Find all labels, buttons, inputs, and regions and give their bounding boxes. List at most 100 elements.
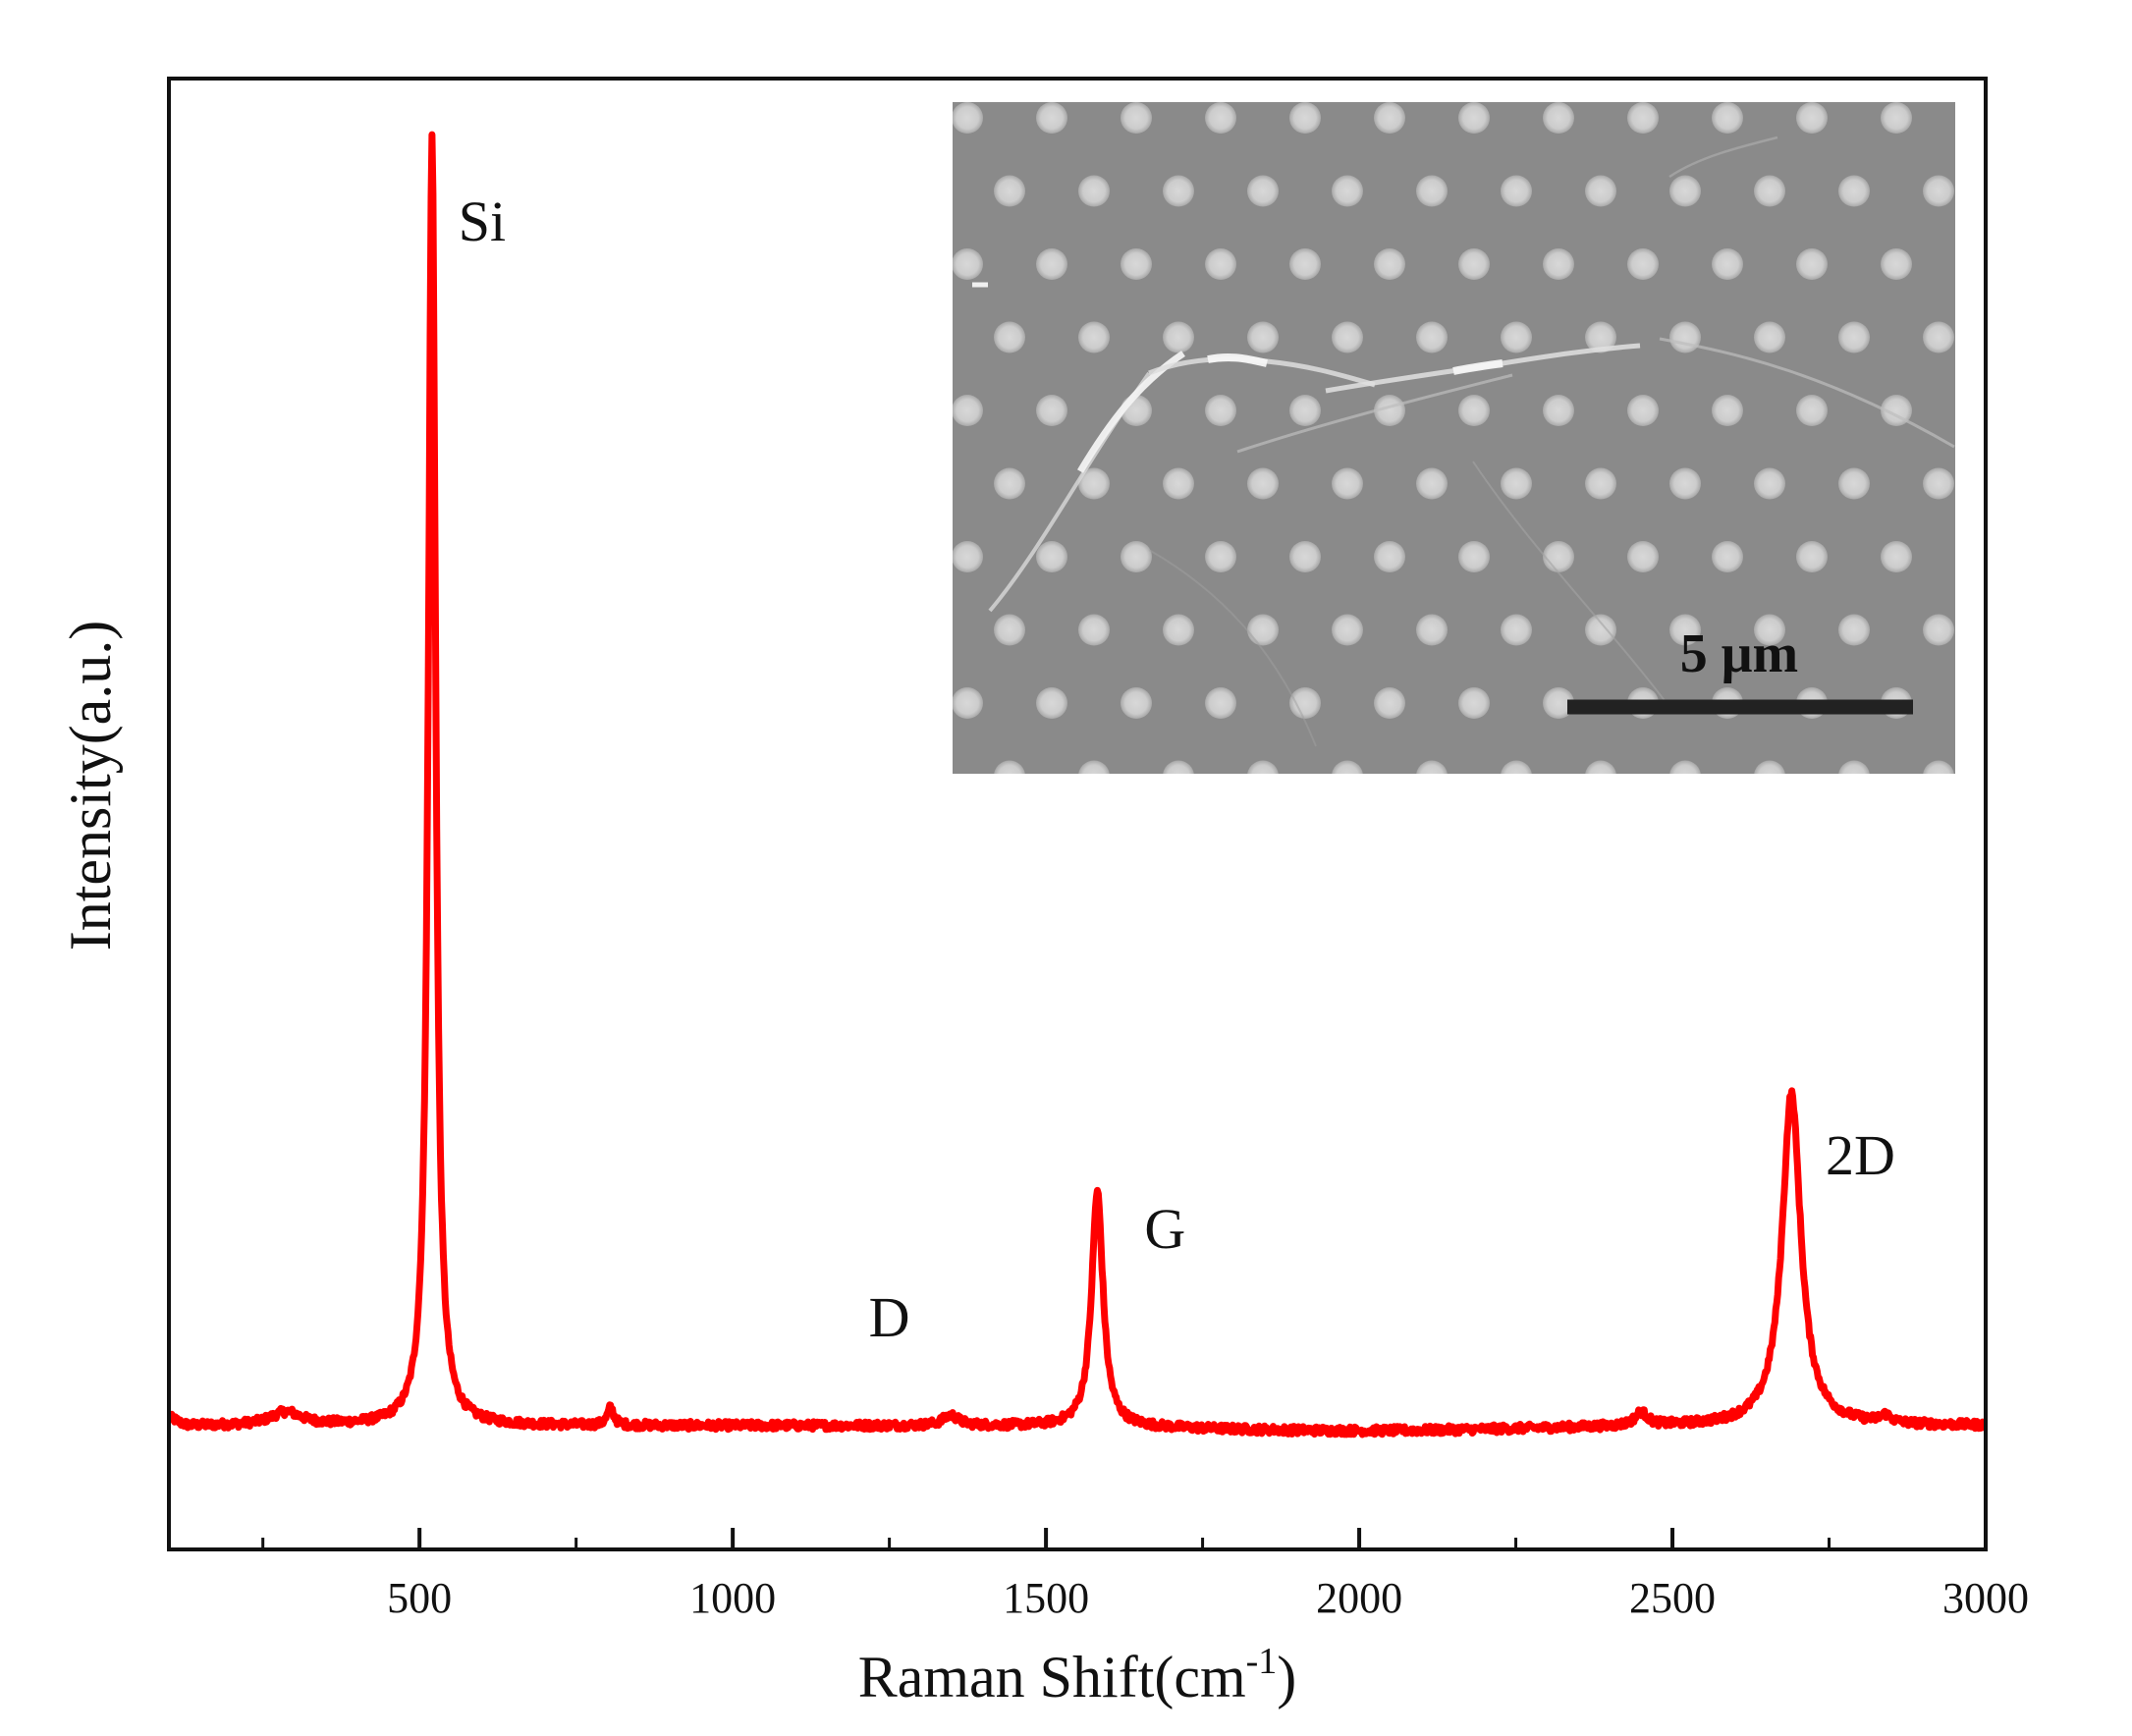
sem-hole — [909, 615, 941, 646]
sem-hole — [1121, 102, 1152, 134]
sem-hole — [1585, 29, 1616, 61]
sem-hole — [1247, 614, 1279, 646]
sem-hole — [1585, 760, 1616, 774]
sem-hole — [1965, 687, 1996, 719]
sem-hole — [1163, 29, 1194, 61]
sem-hole — [1838, 760, 1870, 774]
sem-hole — [994, 467, 1025, 500]
sem-hole — [1121, 687, 1152, 719]
sem-hole — [2007, 761, 2039, 792]
peak-label-g: G — [1144, 1197, 1185, 1261]
sem-hole — [909, 468, 941, 500]
x-axis-title-superscript: -1 — [1246, 1641, 1278, 1682]
sem-hole — [1796, 541, 1828, 572]
sem-hole — [1669, 760, 1701, 774]
sem-hole — [1838, 467, 1870, 500]
sem-hole — [1965, 248, 1996, 280]
sem-hole — [1078, 175, 1110, 207]
sem-hole — [1205, 687, 1236, 719]
sem-hole — [1627, 248, 1659, 280]
scale-bar-label: 5 μm — [1680, 624, 1798, 684]
sem-hole — [1374, 687, 1405, 719]
sem-hole — [1669, 321, 1701, 353]
sem-hole — [2050, 541, 2081, 572]
x-tick-label: 2500 — [1629, 1574, 1716, 1622]
sem-hole — [1036, 834, 1067, 865]
sem-hole — [867, 395, 899, 426]
sem-hole — [1754, 29, 1785, 61]
sem-hole — [1712, 102, 1743, 134]
sem-hole — [1458, 687, 1490, 719]
sem-hole — [1205, 248, 1236, 280]
sem-hole — [1036, 687, 1067, 719]
raman-spectrum-line — [169, 131, 1986, 1438]
sem-hole — [1078, 467, 1110, 500]
sem-hole — [2050, 687, 2081, 719]
sem-hole — [1416, 467, 1448, 500]
sem-hole — [1121, 248, 1152, 280]
sem-hole — [1163, 614, 1194, 646]
sem-hole — [1332, 614, 1363, 646]
sem-hole — [1543, 248, 1574, 280]
sem-hole — [1289, 541, 1321, 572]
sem-hole — [1374, 541, 1405, 572]
sem-hole — [1543, 687, 1574, 719]
sem-hole — [1289, 687, 1321, 719]
sem-hole — [1163, 175, 1194, 207]
sem-hole — [1712, 834, 1743, 865]
sem-hole — [1332, 321, 1363, 353]
sem-hole — [994, 29, 1025, 61]
sem-hole — [1416, 760, 1448, 774]
sem-hole — [1458, 102, 1490, 134]
sem-hole — [1163, 467, 1194, 500]
sem-hole — [1543, 395, 1574, 426]
sem-hole — [1585, 614, 1616, 646]
sem-hole — [1754, 614, 1785, 646]
sem-hole — [953, 687, 983, 719]
sem-hole — [1501, 175, 1532, 207]
sem-hole — [2050, 102, 2081, 134]
sem-hole — [994, 760, 1025, 774]
sem-hole — [1923, 29, 1954, 61]
sem-hole — [1838, 321, 1870, 353]
sem-hole — [1585, 321, 1616, 353]
sem-hole — [1712, 248, 1743, 280]
sem-hole — [1036, 102, 1067, 134]
sem-hole — [1881, 102, 1912, 134]
sem-hole — [1036, 395, 1067, 426]
sem-hole — [1163, 760, 1194, 774]
sem-hole — [1923, 175, 1954, 207]
sem-hole — [1923, 614, 1954, 646]
sem-hole — [1374, 248, 1405, 280]
sem-hole — [909, 761, 941, 792]
sem-inset-background — [953, 102, 1955, 774]
sem-hole — [2050, 248, 2081, 280]
sem-hole — [953, 248, 983, 280]
sem-hole — [1923, 321, 1954, 353]
sem-hole — [1965, 395, 1996, 426]
sem-hole — [953, 395, 983, 426]
sem-hole — [2092, 468, 2123, 500]
sem-hole — [1332, 29, 1363, 61]
x-tick-label: 1500 — [1003, 1574, 1089, 1622]
x-axis-tick-labels: 500 1000 1500 2000 2500 3000 — [387, 1574, 2029, 1622]
sem-hole — [1247, 760, 1279, 774]
sem-hole — [1754, 760, 1785, 774]
sem-hole — [1585, 467, 1616, 500]
sem-hole — [1627, 102, 1659, 134]
sem-hole — [1247, 175, 1279, 207]
sem-hole — [1289, 395, 1321, 426]
sem-hole — [1712, 395, 1743, 426]
sem-hole — [1712, 541, 1743, 572]
sem-hole — [2092, 615, 2123, 646]
sem-hole — [1416, 175, 1448, 207]
x-tick-label: 500 — [387, 1574, 452, 1622]
sem-hole — [1501, 321, 1532, 353]
sem-hole — [1374, 834, 1405, 865]
peak-labels: Si D G 2D — [459, 190, 1895, 1349]
sem-hole — [1036, 248, 1067, 280]
sem-hole — [1078, 760, 1110, 774]
sem-hole — [1796, 248, 1828, 280]
sem-hole — [1754, 467, 1785, 500]
x-axis-title: Raman Shift(cm-1) — [858, 1641, 1297, 1709]
